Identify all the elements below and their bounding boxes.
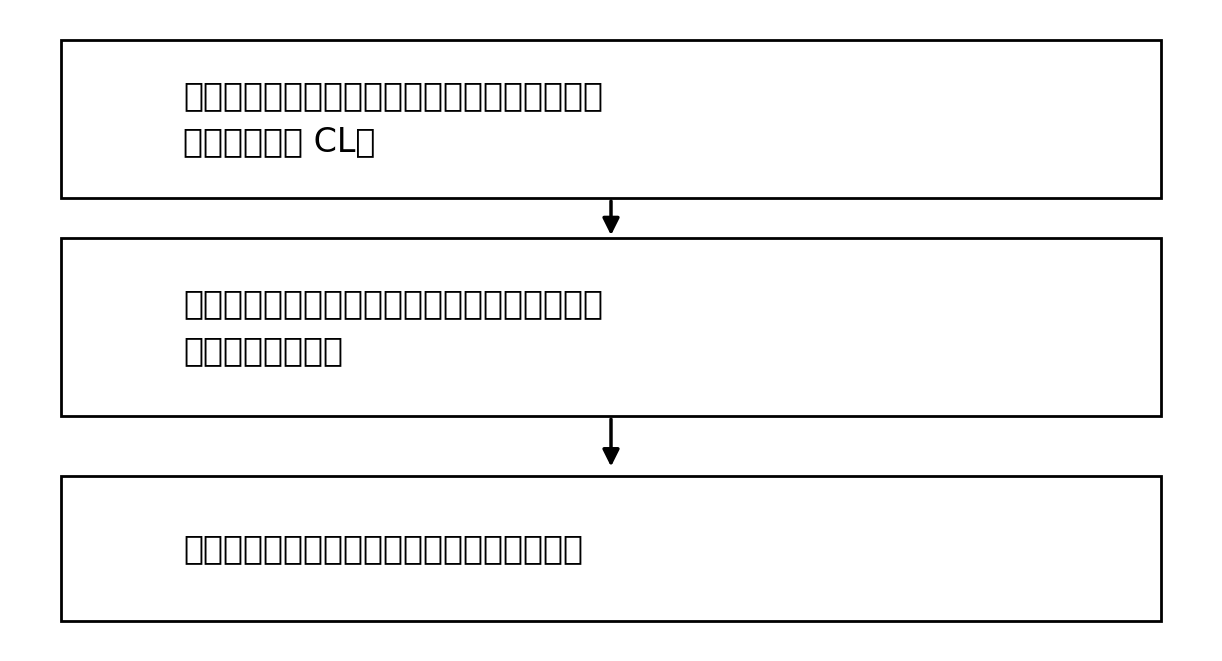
Text: 除残留的聚合物。: 除残留的聚合物。: [183, 334, 343, 367]
FancyBboxPatch shape: [61, 476, 1161, 621]
Text: 步骤一、对铝线干法刻蚀后的晶圆进行去离子水: 步骤一、对铝线干法刻蚀后的晶圆进行去离子水: [183, 79, 604, 112]
FancyBboxPatch shape: [61, 238, 1161, 416]
Text: 步骤二、采用氟系药液对晶圆进行湿法清洗以去: 步骤二、采用氟系药液对晶圆进行湿法清洗以去: [183, 288, 604, 321]
FancyBboxPatch shape: [61, 40, 1161, 198]
Text: 步骤三、进行去离子水后处理以消除氟残留。: 步骤三、进行去离子水后处理以消除氟残留。: [183, 532, 583, 565]
Text: 前处理以去除 CL。: 前处理以去除 CL。: [183, 126, 375, 159]
